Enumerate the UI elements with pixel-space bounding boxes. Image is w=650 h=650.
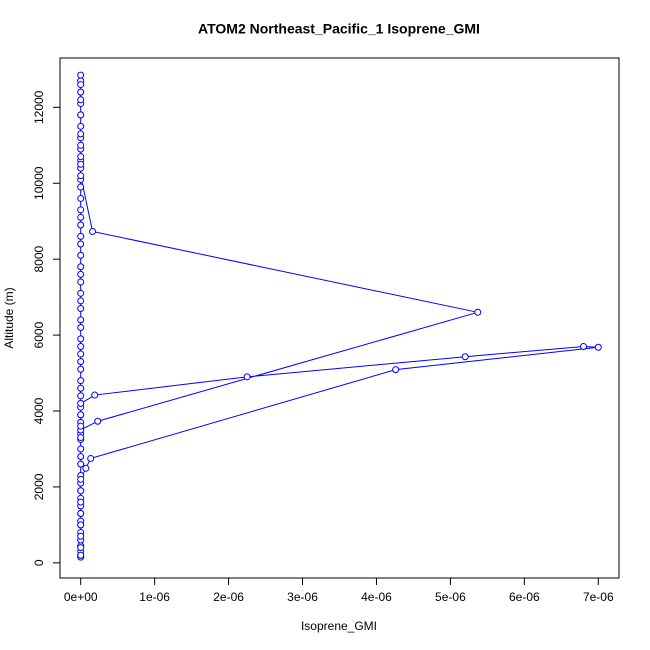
y-tick-label: 6000 <box>32 321 46 348</box>
chart-title: ATOM2 Northeast_Pacific_1 Isoprene_GMI <box>198 21 480 37</box>
data-point <box>77 399 85 407</box>
data-point <box>91 391 99 399</box>
data-point <box>77 240 85 248</box>
data-point <box>77 323 85 331</box>
data-point <box>77 453 85 461</box>
data-point <box>77 487 85 495</box>
x-tick-label: 4e-06 <box>361 590 392 604</box>
y-tick-label: 2000 <box>32 473 46 500</box>
data-point <box>94 417 102 425</box>
data-point <box>77 350 85 358</box>
data-point <box>77 251 85 259</box>
data-point <box>77 160 85 168</box>
data-point <box>77 342 85 350</box>
x-tick-label: 2e-06 <box>213 590 244 604</box>
data-point <box>77 153 85 161</box>
data-point <box>77 316 85 324</box>
data-point <box>77 141 85 149</box>
x-tick-label: 6e-06 <box>509 590 540 604</box>
data-point <box>461 353 469 361</box>
x-axis-label: Isoprene_GMI <box>301 619 377 633</box>
data-point <box>82 464 90 472</box>
y-tick-label: 8000 <box>32 245 46 272</box>
x-tick-label: 1e-06 <box>139 590 170 604</box>
data-point <box>89 227 97 235</box>
plot-frame <box>59 57 620 579</box>
data-point <box>77 172 85 180</box>
data-point <box>77 377 85 385</box>
data-point <box>77 358 85 366</box>
data-point <box>77 263 85 271</box>
x-tick-label: 5e-06 <box>435 590 466 604</box>
data-point <box>474 308 482 316</box>
data-point <box>77 532 85 540</box>
data-point <box>77 183 85 191</box>
x-tick-label: 0e+00 <box>64 590 98 604</box>
data-point <box>77 305 85 313</box>
data-point <box>77 392 85 400</box>
data-point <box>77 365 85 373</box>
data-point <box>77 232 85 240</box>
data-point <box>77 498 85 506</box>
data-point <box>594 343 602 351</box>
data-point <box>77 384 85 392</box>
profile-line <box>80 75 599 558</box>
x-tick-label: 7e-06 <box>583 590 614 604</box>
data-point <box>77 88 85 96</box>
data-point <box>580 342 588 350</box>
data-point <box>77 509 85 517</box>
data-point <box>77 422 85 430</box>
data-point <box>77 278 85 286</box>
y-tick-label: 4000 <box>32 397 46 424</box>
data-point <box>77 544 85 552</box>
data-point <box>77 130 85 138</box>
data-point <box>77 289 85 297</box>
data-point <box>243 373 251 381</box>
data-point <box>77 521 85 529</box>
data-point <box>392 366 400 374</box>
data-point <box>77 270 85 278</box>
data-point <box>77 221 85 229</box>
data-point <box>77 206 85 214</box>
data-point <box>77 81 85 89</box>
data-point <box>77 411 85 419</box>
y-tick-label: 12000 <box>32 90 46 124</box>
y-tick-label: 0 <box>32 559 46 566</box>
data-point <box>77 111 85 119</box>
data-point <box>77 460 85 468</box>
data-point <box>77 122 85 130</box>
data-point <box>77 297 85 305</box>
data-point <box>77 445 85 453</box>
data-point <box>77 194 85 202</box>
y-tick-label: 10000 <box>32 166 46 200</box>
data-point <box>77 71 85 79</box>
data-point <box>77 213 85 221</box>
data-point <box>87 454 95 462</box>
data-point <box>77 434 85 442</box>
data-point <box>77 551 85 559</box>
data-point <box>77 96 85 104</box>
y-axis-label: Altitude (m) <box>2 287 16 348</box>
data-point <box>77 335 85 343</box>
x-tick-label: 3e-06 <box>287 590 318 604</box>
data-point <box>77 475 85 483</box>
